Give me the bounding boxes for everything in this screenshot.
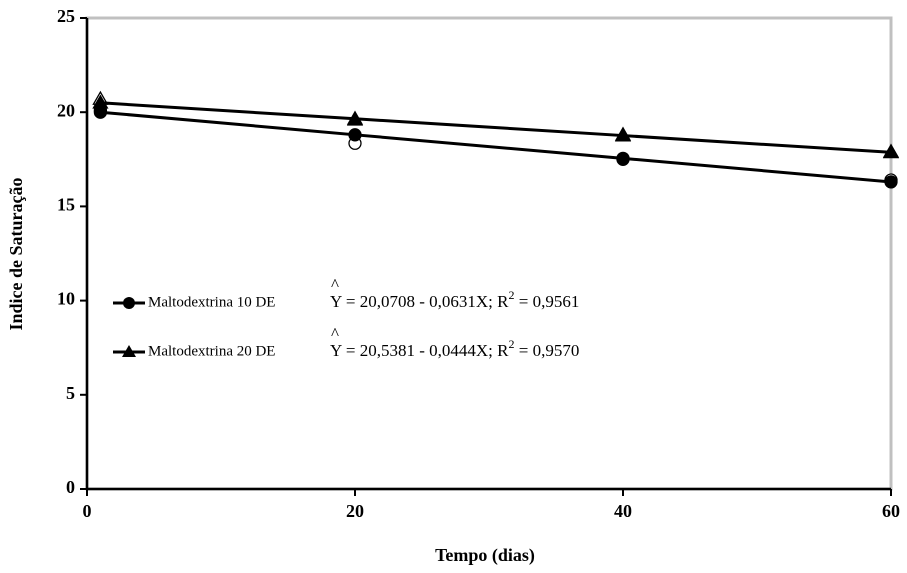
y-tick-label: 20 [57,100,75,120]
y-tick-label: 5 [66,383,75,403]
legend-label: Maltodextrina 10 DE [148,294,275,310]
plot-frame [85,16,893,491]
x-tick-label: 0 [83,501,92,521]
equation-end: = 0,9561 [515,292,580,311]
equation-lhs: Y [330,292,342,311]
fitted-point [616,151,630,166]
y-tick-label: 15 [57,195,75,215]
y-tick-label: 25 [57,6,75,26]
fitted-point [614,127,632,142]
equation-lhs: Y [330,341,342,360]
x-axis-title: Tempo (dias) [435,545,535,566]
x-tick-label: 40 [614,501,632,521]
equation-sup: 2 [509,337,515,351]
equation-hat: ^ [331,275,339,294]
legend-label: Maltodextrina 20 DE [148,343,275,359]
x-tick-label: 60 [882,501,900,521]
fitted-line [100,110,892,184]
equation-end: = 0,9570 [515,341,580,360]
equation-sup: 2 [509,288,515,302]
fitted-point [92,94,109,109]
legend-marker [122,345,136,357]
equation-rhs: = 20,0708 - 0,0631X; R [342,292,509,311]
equation-hat: ^ [331,324,339,343]
fitted-point [346,110,364,125]
y-tick-label: 0 [66,477,75,497]
y-tick-label: 10 [57,289,75,309]
fitted-point [348,128,362,142]
equation-rhs: = 20,5381 - 0,0444X; R [342,341,509,360]
fitted-line [100,101,892,154]
legend-marker [123,297,135,309]
fitted-point [884,175,898,189]
y-axis-title: Indice de Saturação [6,178,26,331]
equation: Y = 20,5381 - 0,0444X; R2 = 0,9570 [330,337,579,360]
x-tick-label: 20 [346,501,364,521]
equation: Y = 20,0708 - 0,0631X; R2 = 0,9561 [330,288,579,311]
fitted-point [882,144,900,159]
